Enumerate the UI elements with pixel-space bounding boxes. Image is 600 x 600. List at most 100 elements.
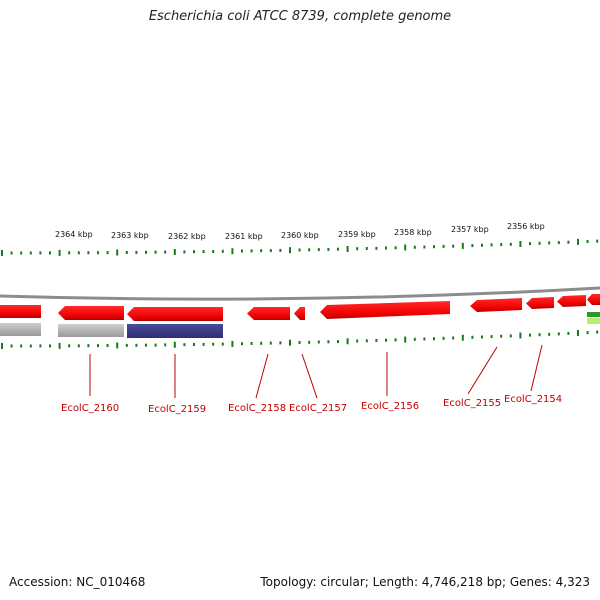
minor-tick [557, 241, 560, 245]
gene-label[interactable]: EcolC_2155 [443, 398, 501, 409]
minor-tick [394, 246, 397, 250]
minor-tick [20, 251, 23, 255]
minor-tick [423, 245, 426, 249]
minor-tick [250, 249, 253, 253]
minor-tick [471, 335, 474, 339]
minor-tick [586, 331, 589, 335]
minor-tick [442, 244, 445, 248]
map-title: Escherichia coli ATCC 8739, complete gen… [148, 9, 452, 24]
minor-tick [279, 248, 282, 252]
minor-tick [87, 344, 90, 348]
major-tick [289, 247, 291, 254]
gene-label[interactable]: EcolC_2159 [148, 404, 206, 415]
gene-label[interactable]: EcolC_2154 [504, 394, 562, 405]
minor-tick [375, 339, 378, 342]
major-tick [116, 342, 119, 349]
minor-tick [49, 251, 51, 255]
minor-tick [154, 250, 157, 254]
ruler-label: 2357 kbp [451, 225, 489, 234]
minor-tick [413, 245, 416, 249]
minor-tick [135, 250, 138, 254]
minor-tick [442, 336, 445, 340]
gray-feature[interactable] [58, 324, 124, 337]
minor-tick [365, 247, 368, 250]
minor-tick [557, 332, 560, 336]
minor-tick [538, 241, 541, 245]
ruler-label: 2360 kbp [281, 231, 319, 240]
major-tick [577, 238, 579, 245]
blue-feature[interactable] [127, 324, 223, 338]
minor-tick [125, 251, 128, 254]
major-tick [577, 330, 579, 336]
major-tick [173, 249, 176, 255]
kbp-ruler: 2364 kbp 2363 kbp 2362 kbp 2361 kbp 2360… [55, 222, 545, 241]
minor-tick [212, 250, 215, 253]
major-tick [1, 343, 3, 349]
cds-feature[interactable] [470, 298, 522, 312]
minor-tick [596, 239, 599, 243]
minor-tick [135, 343, 138, 347]
minor-tick [145, 250, 147, 254]
minor-tick [106, 251, 109, 255]
minor-tick [529, 242, 531, 246]
minor-tick [77, 344, 80, 348]
gene-label[interactable]: EcolC_2156 [361, 401, 419, 412]
minor-tick [49, 344, 51, 348]
minor-tick [375, 246, 378, 250]
minor-tick [154, 343, 157, 347]
cds-feature[interactable] [0, 305, 41, 318]
green-feature[interactable] [587, 318, 600, 324]
minor-tick [260, 249, 263, 253]
minor-tick [183, 343, 186, 347]
minor-tick [337, 247, 339, 251]
cds-feature[interactable] [247, 307, 290, 320]
major-tick [231, 340, 234, 347]
minor-tick [87, 251, 90, 255]
minor-tick [202, 342, 205, 346]
green-feature[interactable] [587, 312, 600, 317]
cds-feature[interactable] [294, 307, 305, 320]
gene-label[interactable]: EcolC_2160 [61, 403, 119, 414]
minor-tick [68, 344, 71, 348]
minor-tick [433, 245, 435, 249]
minor-tick [183, 250, 186, 254]
minor-tick [10, 344, 13, 348]
minor-tick [193, 343, 195, 346]
minor-tick [481, 243, 483, 247]
minor-tick [509, 334, 512, 338]
minor-tick [596, 330, 599, 334]
gene-label[interactable]: EcolC_2157 [289, 403, 347, 414]
minor-tick [193, 250, 195, 254]
cds-feature[interactable] [127, 307, 223, 321]
minor-tick [164, 250, 167, 254]
major-tick [289, 339, 291, 346]
minor-tick [337, 340, 339, 344]
minor-tick [269, 249, 272, 253]
cds-feature[interactable] [320, 301, 450, 319]
cds-feature[interactable] [58, 306, 124, 320]
gene-label[interactable]: EcolC_2158 [228, 403, 286, 414]
major-tick [58, 249, 61, 256]
cds-feature[interactable] [587, 294, 600, 305]
minor-tick [20, 344, 23, 348]
minor-tick [68, 251, 71, 255]
ruler-label: 2358 kbp [394, 228, 432, 237]
minor-tick [481, 335, 483, 339]
minor-tick [490, 243, 493, 247]
minor-tick [145, 343, 147, 347]
minor-tick [260, 341, 263, 345]
minor-tick [327, 340, 330, 344]
major-tick [173, 341, 176, 348]
minor-tick [10, 251, 13, 255]
minor-tick [317, 248, 320, 252]
ruler-label: 2359 kbp [338, 230, 376, 239]
minor-tick [241, 249, 243, 253]
minor-tick [548, 332, 551, 336]
cds-feature[interactable] [526, 297, 554, 309]
minor-tick [529, 333, 531, 337]
ruler-label: 2363 kbp [111, 231, 149, 240]
minor-tick [385, 246, 387, 250]
cds-feature[interactable] [557, 295, 586, 307]
minor-tick [452, 336, 455, 340]
gray-feature[interactable] [0, 323, 41, 336]
